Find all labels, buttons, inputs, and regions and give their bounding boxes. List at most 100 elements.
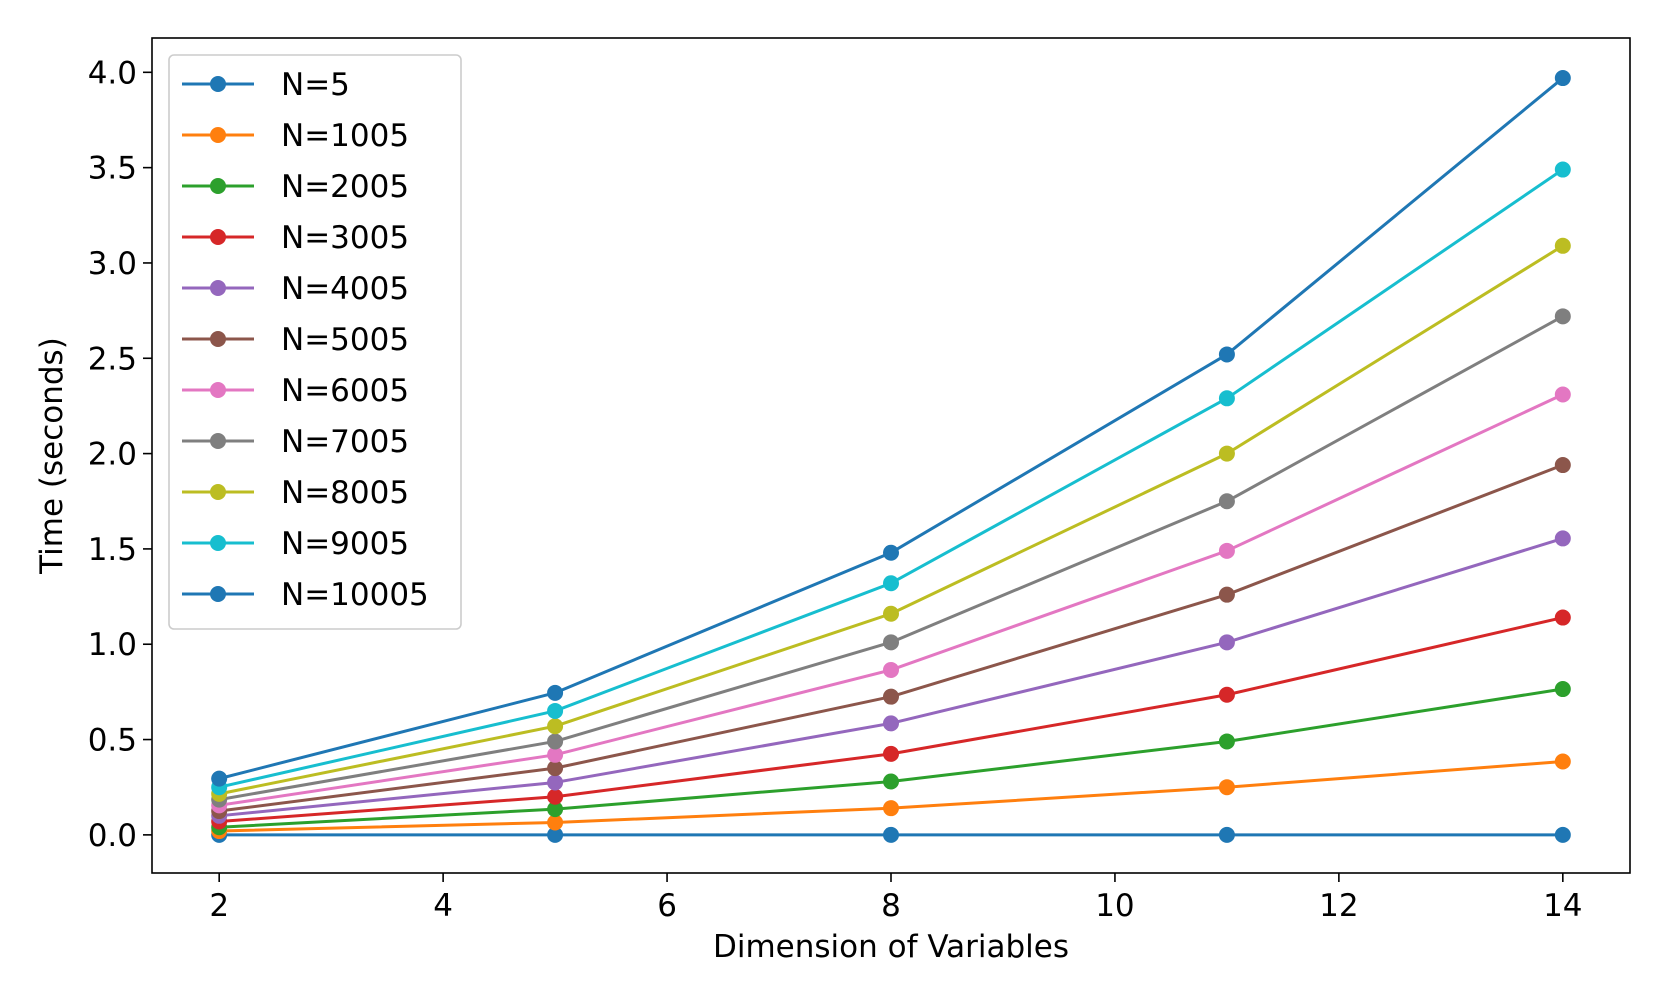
legend-marker bbox=[210, 76, 226, 92]
series-n-10005 bbox=[211, 70, 1571, 787]
data-point bbox=[1554, 308, 1571, 325]
x-tick-label: 6 bbox=[657, 888, 677, 924]
legend-item: N=5 bbox=[182, 67, 350, 103]
legend-item: N=10005 bbox=[182, 577, 429, 613]
data-point bbox=[1218, 542, 1235, 559]
legend-item: N=6005 bbox=[182, 373, 409, 409]
legend-marker bbox=[210, 433, 226, 449]
y-tick-label: 2.5 bbox=[88, 341, 137, 377]
legend-item: N=8005 bbox=[182, 475, 409, 511]
data-point bbox=[547, 760, 564, 777]
legend-marker bbox=[210, 280, 226, 296]
data-point bbox=[1218, 586, 1235, 603]
data-point bbox=[883, 715, 899, 732]
series-layer bbox=[211, 70, 1571, 843]
data-point bbox=[1554, 609, 1571, 626]
legend-marker bbox=[210, 331, 226, 347]
data-point bbox=[1554, 70, 1571, 87]
data-point bbox=[883, 661, 899, 678]
legend-marker bbox=[210, 127, 226, 143]
x-tick-label: 8 bbox=[881, 888, 901, 924]
data-point bbox=[883, 745, 899, 762]
data-point bbox=[211, 770, 228, 787]
y-tick-label: 3.5 bbox=[88, 151, 137, 187]
legend-label: N=10005 bbox=[281, 577, 429, 613]
data-point bbox=[547, 684, 564, 701]
data-point bbox=[883, 634, 899, 651]
data-point bbox=[1554, 753, 1571, 770]
data-point bbox=[547, 702, 564, 719]
legend-label: N=9005 bbox=[281, 526, 409, 562]
data-point bbox=[883, 544, 899, 561]
legend-item: N=5005 bbox=[182, 322, 409, 358]
y-tick-label: 1.0 bbox=[88, 627, 137, 663]
legend-item: N=7005 bbox=[182, 424, 409, 460]
data-point bbox=[1218, 493, 1235, 510]
data-point bbox=[1218, 390, 1235, 407]
data-point bbox=[547, 814, 564, 831]
data-point bbox=[1218, 779, 1235, 796]
legend-label: N=8005 bbox=[281, 475, 409, 511]
data-point bbox=[1218, 346, 1235, 363]
y-axis: 0.0 0.5 1.0 1.5 2.0 2.5 3.0 3.5 4.0 bbox=[88, 55, 152, 854]
x-axis: 2 4 6 8 10 12 14 bbox=[209, 873, 1583, 924]
y-tick-label: 0.0 bbox=[88, 818, 137, 854]
x-axis-label: Dimension of Variables bbox=[713, 929, 1069, 965]
data-point bbox=[1554, 681, 1571, 698]
data-point bbox=[883, 575, 899, 592]
legend-marker bbox=[210, 178, 226, 194]
data-point bbox=[1554, 530, 1571, 547]
data-point bbox=[883, 605, 899, 622]
data-point bbox=[883, 800, 899, 817]
legend-label: N=5 bbox=[281, 67, 350, 103]
x-tick-label: 10 bbox=[1095, 888, 1134, 924]
legend-box bbox=[168, 54, 462, 630]
legend-marker bbox=[210, 535, 226, 551]
legend-marker bbox=[210, 229, 226, 245]
data-point bbox=[1218, 445, 1235, 462]
legend-marker bbox=[210, 484, 226, 500]
data-point bbox=[547, 801, 564, 818]
legend-label: N=3005 bbox=[281, 220, 409, 256]
legend-item: N=3005 bbox=[182, 220, 409, 256]
data-point bbox=[1554, 826, 1571, 843]
legend-marker bbox=[210, 586, 226, 602]
legend-item: N=1005 bbox=[182, 118, 409, 154]
legend: N=5 N=1005 N=2005 N=3005 N=4005 N=5005 N=6005 N… bbox=[168, 54, 462, 630]
legend-label: N=1005 bbox=[281, 118, 409, 154]
x-tick-label: 2 bbox=[209, 888, 229, 924]
y-tick-label: 1.5 bbox=[88, 532, 137, 568]
data-point bbox=[547, 826, 564, 843]
legend-item: N=9005 bbox=[182, 526, 409, 562]
data-point bbox=[1554, 386, 1571, 403]
data-point bbox=[547, 746, 564, 763]
data-point bbox=[547, 788, 564, 805]
y-tick-label: 3.0 bbox=[88, 246, 137, 282]
legend-item: N=2005 bbox=[182, 169, 409, 205]
data-point bbox=[883, 826, 899, 843]
x-tick-label: 14 bbox=[1543, 888, 1582, 924]
data-point bbox=[547, 774, 564, 791]
y-tick-label: 2.0 bbox=[88, 437, 137, 473]
data-point bbox=[547, 718, 564, 735]
y-tick-label: 0.5 bbox=[88, 723, 137, 759]
data-point bbox=[883, 688, 899, 705]
y-tick-label: 4.0 bbox=[88, 55, 137, 91]
legend-label: N=4005 bbox=[281, 271, 409, 307]
data-point bbox=[1554, 457, 1571, 474]
series-n-4005 bbox=[211, 530, 1571, 824]
data-point bbox=[1218, 826, 1235, 843]
legend-label: N=6005 bbox=[281, 373, 409, 409]
x-tick-label: 12 bbox=[1319, 888, 1358, 924]
data-point bbox=[547, 733, 564, 750]
legend-label: N=7005 bbox=[281, 424, 409, 460]
data-point bbox=[1218, 634, 1235, 651]
data-point bbox=[883, 773, 899, 790]
legend-marker bbox=[210, 382, 226, 398]
legend-label: N=5005 bbox=[281, 322, 409, 358]
data-point bbox=[1218, 686, 1235, 703]
series-n-5005 bbox=[211, 457, 1571, 820]
x-tick-label: 4 bbox=[433, 888, 453, 924]
y-axis-label: Time (seconds) bbox=[34, 337, 70, 575]
